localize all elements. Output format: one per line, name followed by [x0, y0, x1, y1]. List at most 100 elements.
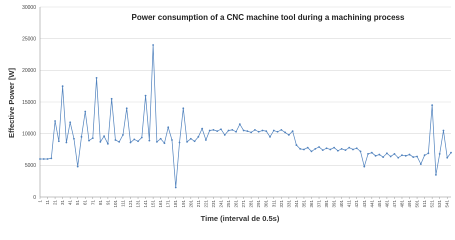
x-tick-label: 51 [75, 200, 80, 206]
data-point [370, 151, 373, 154]
data-point [148, 139, 151, 142]
data-point [50, 157, 53, 160]
data-point [401, 154, 403, 157]
data-point [340, 147, 343, 150]
y-tick-label: 10000 [22, 131, 36, 137]
data-point [442, 129, 445, 132]
data-point [91, 137, 94, 140]
data-point [336, 149, 339, 152]
data-point [318, 146, 320, 148]
data-point [397, 156, 400, 159]
x-tick-label: 61 [83, 200, 88, 206]
x-axis-title: Time (interval de 0.5s) [201, 214, 280, 223]
series-line [40, 44, 452, 188]
x-tick-label: 421 [354, 200, 359, 208]
data-point [291, 130, 294, 133]
data-point [197, 135, 200, 138]
x-tick-label: 161 [158, 200, 163, 208]
data-point [152, 44, 155, 46]
data-point [178, 141, 181, 144]
data-point [174, 186, 177, 189]
x-tick-label: 501 [415, 200, 420, 208]
x-tick-label: 171 [166, 200, 171, 208]
data-point [39, 158, 41, 160]
data-point [201, 127, 204, 130]
data-point [352, 148, 354, 151]
data-point [367, 153, 369, 155]
data-point [223, 134, 226, 136]
x-tick-label: 401 [339, 200, 344, 208]
x-tick-label: 261 [234, 200, 239, 208]
data-point [182, 107, 185, 110]
data-point [438, 153, 441, 155]
data-point [389, 155, 392, 158]
x-tick-label: 91 [105, 200, 110, 206]
x-tick-label: 371 [317, 200, 322, 208]
data-point [133, 138, 136, 141]
data-point [246, 130, 249, 133]
data-point [446, 156, 449, 159]
x-tick-label: 81 [98, 200, 103, 206]
data-point [54, 120, 56, 122]
data-point [374, 154, 377, 157]
data-point [99, 141, 102, 143]
data-point [431, 104, 434, 107]
x-tick-label: 141 [143, 200, 148, 208]
data-point [408, 153, 411, 156]
data-point [125, 107, 128, 110]
data-point [423, 154, 426, 157]
data-point [129, 141, 132, 144]
data-point [280, 128, 283, 131]
data-point [42, 158, 45, 160]
data-point [106, 142, 109, 145]
data-point [186, 141, 188, 143]
data-point [404, 154, 407, 157]
data-point [84, 110, 87, 113]
x-tick-label: 531 [437, 200, 442, 208]
x-tick-label: 471 [392, 200, 397, 208]
x-tick-label: 441 [369, 200, 374, 208]
data-point [88, 139, 90, 142]
data-point [212, 128, 215, 131]
data-point [329, 148, 332, 151]
data-point [265, 130, 268, 133]
x-tick-label: 431 [362, 200, 367, 208]
data-point [382, 156, 385, 159]
x-tick-label: 511 [422, 200, 427, 208]
data-point [140, 136, 143, 139]
data-point [238, 123, 241, 126]
data-point [114, 139, 117, 141]
data-point [163, 142, 166, 145]
data-point [167, 126, 170, 129]
x-tick-label: 151 [151, 200, 156, 208]
data-point [69, 121, 72, 124]
x-tick-label: 311 [271, 200, 276, 208]
data-point [61, 85, 64, 88]
x-tick-label: 291 [256, 200, 261, 208]
data-point [435, 173, 437, 176]
data-point [385, 152, 388, 155]
data-point [303, 148, 305, 151]
x-tick-label: 241 [218, 200, 223, 208]
x-tick-label: 521 [430, 200, 435, 208]
data-point [344, 149, 347, 152]
x-tick-label: 411 [347, 200, 352, 208]
data-point [76, 165, 79, 168]
x-tick-label: 31 [60, 200, 65, 206]
x-tick-label: 191 [181, 200, 186, 208]
data-point [103, 135, 106, 138]
data-point [216, 130, 219, 133]
data-point [287, 134, 290, 136]
data-point [299, 147, 302, 150]
data-point [276, 130, 279, 133]
x-tick-label: 381 [324, 200, 329, 208]
data-point [427, 152, 430, 155]
data-point [325, 147, 328, 150]
data-point [235, 130, 237, 133]
x-tick-label: 541 [445, 200, 450, 208]
data-point [110, 97, 113, 100]
data-point [348, 146, 351, 149]
data-point [231, 128, 234, 131]
x-tick-label: 451 [377, 200, 382, 208]
x-tick-label: 11 [45, 200, 50, 205]
